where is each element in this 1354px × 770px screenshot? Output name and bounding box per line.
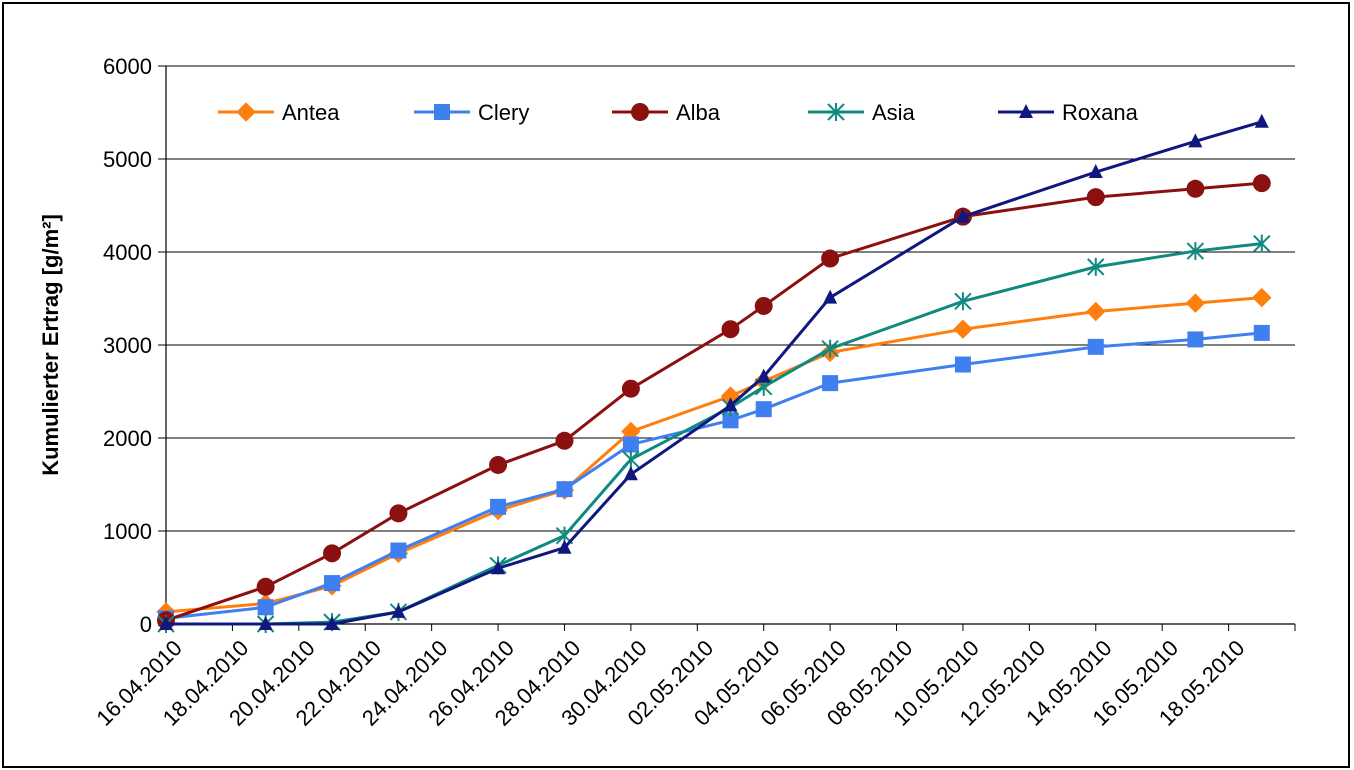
data-point [955,208,970,223]
data-point [1254,113,1269,128]
data-point [755,401,772,418]
series-line [166,242,1262,626]
legend-marker [631,103,649,121]
y-tick-label: 0 [140,612,152,637]
series-line [166,120,1263,626]
data-point [1086,301,1106,322]
legend-item-roxana: Roxana [998,100,1139,125]
y-tick-label: 2000 [103,426,152,451]
legend-marker [434,104,450,120]
data-point [1253,234,1271,253]
data-point [722,412,739,429]
data-point [1186,179,1205,198]
data-point [555,431,574,450]
legend-marker [236,102,256,122]
y-axis-label: Kumulierter Ertrag [g/m²] [38,214,63,476]
data-point [953,319,973,339]
data-point [1087,257,1105,276]
data-point [1185,293,1206,313]
data-point [821,249,840,268]
data-point [556,481,573,498]
y-tick-label: 6000 [103,54,152,79]
data-point [1088,164,1103,179]
series-clery [158,324,1270,627]
data-point [1252,174,1271,193]
data-point [954,292,972,311]
data-point [258,616,273,630]
data-point [256,577,275,596]
legend-item-antea: Antea [218,100,340,125]
data-point [1187,331,1204,348]
data-point [1186,242,1205,261]
data-point [390,542,407,559]
data-point [1188,133,1203,148]
data-point [325,616,340,630]
legend-label: Alba [676,100,721,125]
data-point [821,339,839,358]
data-point [1253,324,1270,341]
series-roxana [159,113,1269,630]
data-point [491,560,506,575]
data-point [622,450,640,469]
y-tick-label: 4000 [103,240,152,265]
series-asia [157,234,1271,633]
grid-layer [166,65,1295,532]
legend-marker [827,103,845,121]
data-point [723,397,738,412]
data-point [721,320,740,339]
data-point [324,575,341,592]
series-alba [157,174,1271,630]
data-point [159,616,173,630]
data-point [490,498,507,515]
data-point [257,599,274,616]
series-line [165,296,1262,614]
data-point [622,436,639,453]
series-layer [156,113,1272,633]
data-point [489,455,508,474]
data-point [954,356,971,373]
data-point [557,539,572,554]
y-tick-label: 3000 [103,333,152,358]
data-point [323,544,342,563]
y-tick-label: 5000 [103,147,152,172]
data-point [754,296,773,315]
data-point [623,466,638,481]
data-point [1087,338,1104,355]
data-point [1252,287,1272,308]
legend-marker [1019,104,1033,118]
legend: Antea Clery Alba Asia Roxana [218,100,1139,125]
data-point [389,504,408,523]
legend-item-clery: Clery [414,100,529,125]
y-tick-label: 1000 [103,519,152,544]
legend-item-asia: Asia [808,100,916,125]
data-point [1086,188,1105,207]
legend-item-alba: Alba [612,100,721,125]
legend-label: Antea [282,100,340,125]
data-point [621,379,640,398]
data-point [756,368,771,383]
legend-label: Asia [872,100,916,125]
legend-label: Clery [478,100,529,125]
series-line [165,181,1262,622]
data-point [823,289,838,304]
legend-label: Roxana [1062,100,1139,125]
data-point [822,375,839,392]
data-point [391,603,406,618]
